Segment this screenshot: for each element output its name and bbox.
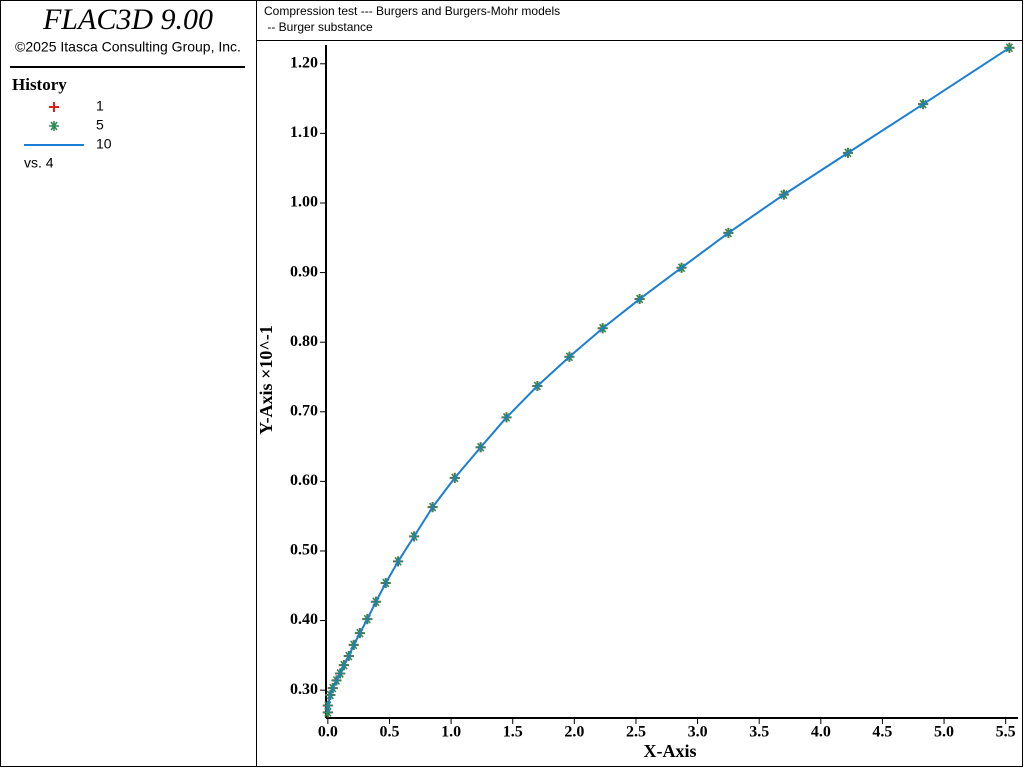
x-tick-label: 2.0 [564, 724, 584, 741]
x-tick-label: 3.5 [749, 724, 769, 741]
y-tick-label: 0.40 [290, 611, 318, 628]
y-tick-label: 0.60 [290, 472, 318, 489]
legend-swatch [49, 121, 59, 131]
x-tick-label: 5.0 [934, 724, 954, 741]
x-axis-label: X-Axis [644, 741, 697, 761]
y-tick-label: 1.00 [290, 194, 318, 211]
app-title: FLAC3D 9.00 [42, 3, 213, 36]
x-tick-label: 1.5 [503, 724, 523, 741]
x-tick-label: 5.5 [996, 724, 1016, 741]
legend-note: vs. 4 [24, 155, 54, 171]
legend-label: 5 [96, 117, 104, 133]
y-tick-label: 0.30 [290, 681, 318, 698]
x-tick-label: 2.5 [626, 724, 646, 741]
y-tick-label: 0.50 [290, 542, 318, 559]
y-tick-label: 0.80 [290, 333, 318, 350]
x-tick-label: 4.5 [872, 724, 892, 741]
x-tick-label: 0.0 [318, 724, 338, 741]
x-tick-label: 1.0 [441, 724, 461, 741]
legend-label: 1 [96, 98, 104, 114]
legend-title: History [12, 75, 67, 94]
chart-title: Compression test --- Burgers and Burgers… [264, 4, 560, 18]
y-tick-label: 0.90 [290, 263, 318, 280]
x-tick-label: 4.0 [811, 724, 831, 741]
legend-label: 10 [96, 136, 112, 152]
y-tick-label: 1.20 [290, 54, 318, 71]
chart-subtitle: -- Burger substance [264, 20, 373, 34]
x-tick-label: 3.0 [688, 724, 708, 741]
y-axis-label: Y-Axis ×10^-1 [256, 325, 276, 435]
y-tick-label: 1.10 [290, 124, 318, 141]
y-tick-label: 0.70 [290, 402, 318, 419]
copyright: ©2025 Itasca Consulting Group, Inc. [15, 39, 241, 55]
series-line [326, 46, 1010, 713]
x-tick-label: 0.5 [379, 724, 399, 741]
legend-swatch [49, 102, 59, 112]
